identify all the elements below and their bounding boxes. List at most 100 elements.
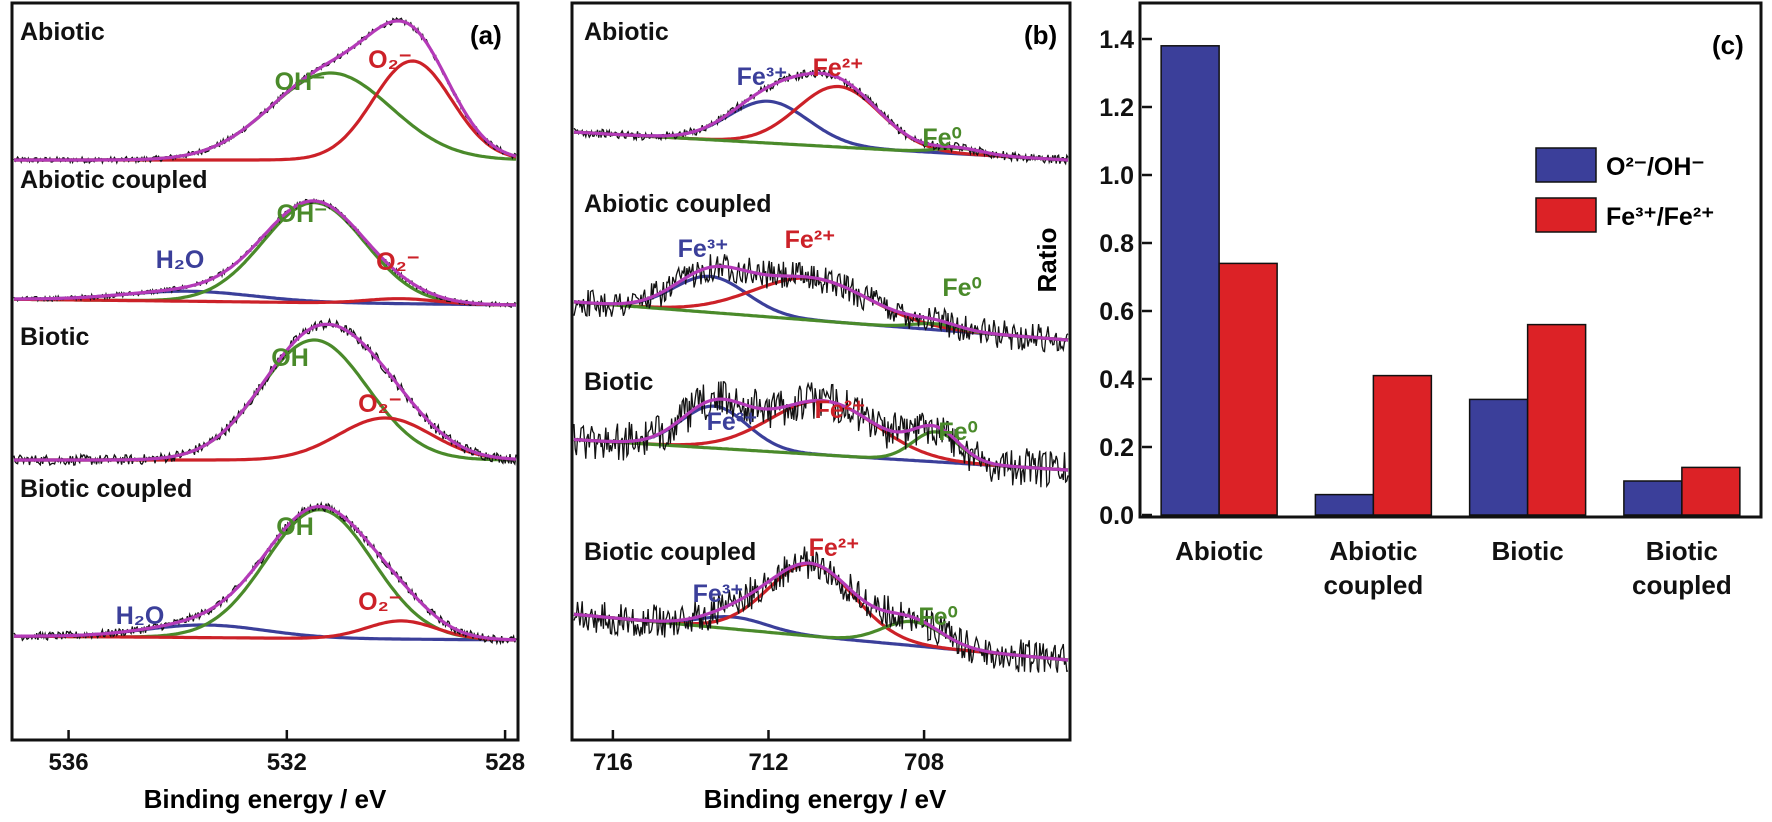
- x-tick-label: 712: [748, 749, 788, 776]
- panel-c-legend: O²⁻/OH⁻ Fe³⁺/Fe²⁺: [1535, 147, 1714, 233]
- stack-title: Abiotic coupled: [584, 190, 772, 218]
- stack-2: Abiotic coupled Fe³⁺ Fe²⁺ Fe⁰: [573, 190, 1069, 353]
- peak-label: O₂⁻: [368, 46, 412, 74]
- peak-label: Fe⁰: [938, 418, 977, 446]
- peak-label: Fe²⁺: [785, 226, 836, 254]
- raw-data-trace: [573, 68, 1069, 166]
- y-tick-label: 0.6: [1099, 298, 1134, 326]
- peak-label: O₂⁻: [376, 248, 420, 276]
- bar-2: [1372, 374, 1433, 516]
- peak-label: Fe²⁺: [813, 54, 864, 82]
- panel-a-x-ticks: 536 532 528: [49, 730, 525, 776]
- panel-c-label: (c): [1712, 30, 1744, 60]
- bar-1: [1160, 45, 1220, 516]
- peak-label: Fe²⁺: [809, 534, 860, 562]
- raw-data-trace: [13, 501, 517, 646]
- raw-data-trace: [13, 197, 517, 309]
- component-green-curve: [14, 338, 516, 462]
- category-label: Biotic coupled: [1632, 536, 1732, 600]
- panel-c-frame: [1138, 1, 1763, 519]
- peak-label: H₂O: [156, 246, 205, 274]
- envelope-fit-curve: [14, 199, 516, 307]
- panel-a-label: (a): [470, 20, 502, 50]
- panel-a-frame: [10, 1, 520, 742]
- stack-3: Biotic Fe³⁺ Fe²⁺ Fe⁰: [573, 368, 1069, 489]
- y-tick-label: 0.2: [1099, 434, 1134, 462]
- stack-title: Abiotic: [20, 18, 105, 46]
- component-red-curve: [14, 297, 517, 307]
- bar-1: [1468, 398, 1529, 516]
- peak-label: Fe³⁺: [678, 235, 729, 263]
- x-tick-label: 708: [904, 749, 944, 776]
- legend-swatch-series-2: [1535, 197, 1597, 233]
- peak-label: OH: [276, 513, 314, 541]
- envelope-fit-curve: [573, 397, 1069, 472]
- envelope-fit-curve: [14, 504, 517, 642]
- stack-1: Abiotic Fe³⁺ Fe²⁺ Fe⁰: [573, 18, 1069, 166]
- peak-label: Fe⁰: [918, 603, 957, 631]
- y-tick-label: 1.0: [1099, 162, 1134, 190]
- y-tick-label: 0.0: [1099, 502, 1134, 530]
- stack-4: Biotic coupled H₂O OH O₂⁻: [13, 475, 517, 646]
- stack-title: Abiotic coupled: [20, 166, 208, 194]
- y-tick-label: 1.2: [1099, 94, 1134, 122]
- x-tick-label: 716: [593, 749, 633, 776]
- category-label: Abiotic: [1175, 536, 1263, 566]
- bar-2: [1526, 323, 1587, 516]
- peak-label: OH⁻: [275, 68, 326, 96]
- peak-label: Fe³⁺: [693, 580, 744, 608]
- stack-title: Biotic: [20, 323, 90, 351]
- category-label: Abiotic coupled: [1324, 536, 1424, 600]
- peak-label: Fe²⁺: [815, 396, 866, 424]
- bar-1: [1623, 480, 1683, 516]
- bar-2: [1681, 466, 1741, 516]
- peak-label: O₂⁻: [358, 588, 402, 616]
- panel-b-x-ticks: 716 712 708: [593, 730, 944, 776]
- x-tick-label: 528: [485, 749, 525, 776]
- stack-1: Abiotic OH⁻ O₂⁻: [13, 17, 517, 165]
- peak-label: O₂⁻: [358, 390, 402, 418]
- panel-b: (b) Abiotic Fe³⁺ Fe²⁺ Fe⁰ Abiotic coupled Fe³…: [570, 1, 1072, 814]
- legend-swatch-series-1: [1535, 147, 1597, 183]
- stack-title: Biotic coupled: [584, 538, 756, 566]
- envelope-fit-curve: [573, 71, 1069, 162]
- panel-a: (a) Abiotic OH⁻ O₂⁻ Abiotic coupled H₂O OH⁻ O₂…: [10, 1, 525, 814]
- bar-2: [1218, 262, 1278, 516]
- peak-label: H₂O: [116, 602, 165, 630]
- bar-1: [1314, 493, 1375, 516]
- panel-c-y-ticks: 0.0 0.2 0.4 0.6 0.8 1.0 1.2 1.4: [1099, 26, 1152, 530]
- component-green-curve: [13, 201, 517, 307]
- category-label: Biotic: [1492, 536, 1564, 566]
- panel-c-bars: [1160, 45, 1741, 516]
- peak-label: Fe³⁺: [707, 408, 758, 436]
- component-red-curve: [573, 84, 1069, 162]
- envelope-fit-curve: [573, 561, 1069, 662]
- stack-title: Abiotic: [584, 18, 669, 46]
- envelope-fit-curve: [573, 264, 1069, 342]
- x-tick-label: 532: [267, 749, 307, 776]
- stack-3: Biotic OH O₂⁻: [13, 317, 517, 467]
- envelope-fit-curve: [14, 322, 517, 462]
- panel-c-ylabel: Ratio: [1032, 228, 1062, 293]
- stack-title: Biotic: [584, 368, 654, 396]
- legend-label-series-1: O²⁻/OH⁻: [1606, 153, 1705, 181]
- panel-b-label: (b): [1024, 20, 1057, 50]
- panel-b-frame: [570, 1, 1072, 742]
- panel-c: (c) Ratio 0.0 0.2 0.4 0.6 0.8 1.0 1.2 1.4 Abiot…: [1032, 1, 1763, 600]
- y-tick-label: 1.4: [1099, 26, 1134, 54]
- x-tick-label: 536: [49, 749, 89, 776]
- stack-4: Biotic coupled Fe³⁺ Fe²⁺ Fe⁰: [573, 534, 1069, 673]
- legend-label-series-2: Fe³⁺/Fe²⁺: [1606, 203, 1714, 231]
- panel-c-categories: Abiotic Abiotic coupled Biotic Biotic coupled: [1175, 536, 1732, 600]
- stack-title: Biotic coupled: [20, 475, 192, 503]
- peak-label: OH⁻: [277, 200, 328, 228]
- panel-a-xlabel: Binding energy / eV: [144, 784, 387, 814]
- peak-label: OH: [271, 344, 309, 372]
- panel-b-spectra: Abiotic Fe³⁺ Fe²⁺ Fe⁰ Abiotic coupled Fe³⁺ Fe²…: [573, 18, 1069, 673]
- peak-label: Fe⁰: [942, 274, 981, 302]
- y-tick-label: 0.8: [1099, 230, 1134, 258]
- peak-label: Fe³⁺: [737, 63, 788, 91]
- y-tick-label: 0.4: [1099, 366, 1134, 394]
